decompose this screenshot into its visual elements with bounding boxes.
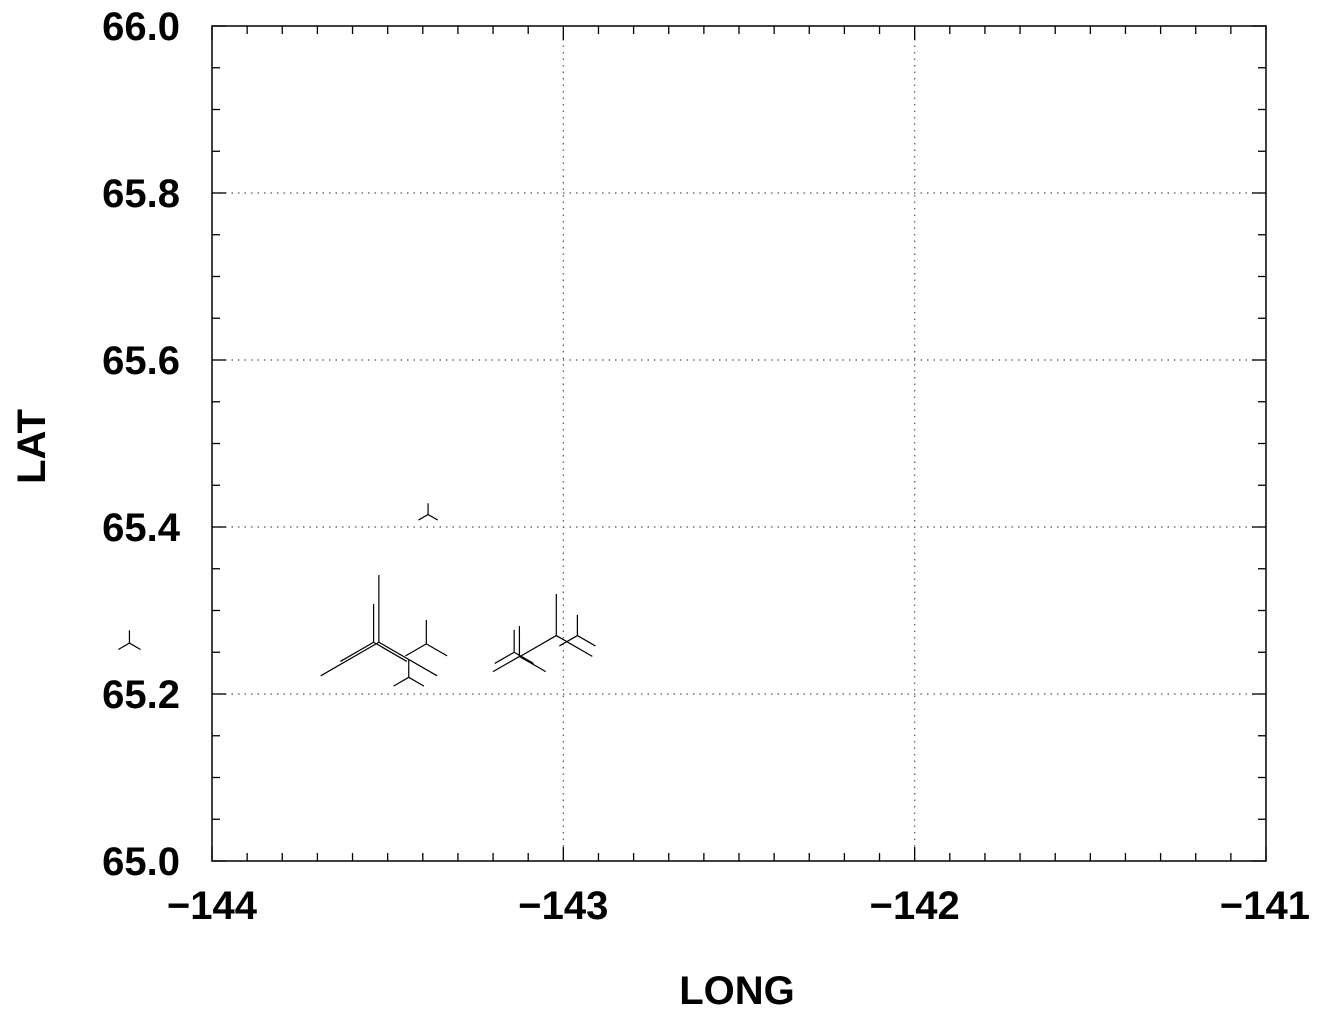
grid-lines bbox=[212, 26, 1266, 861]
data-point bbox=[494, 629, 534, 664]
data-point bbox=[519, 593, 593, 657]
x-tick-label: −141 bbox=[1220, 884, 1310, 928]
axis-ticks bbox=[211, 25, 1267, 862]
data-point bbox=[393, 659, 425, 687]
tick-labels: −144 −143 −142 −141 65.0 65.2 65.4 65.6 65.8 66.0 bbox=[102, 5, 1310, 928]
data-point bbox=[492, 626, 547, 673]
y-tick-label: 65.4 bbox=[102, 506, 181, 550]
y-axis-label: LAT bbox=[10, 409, 54, 484]
data-point bbox=[405, 619, 448, 657]
data-point bbox=[340, 603, 408, 662]
x-tick-label: −144 bbox=[167, 884, 258, 928]
data-point bbox=[559, 614, 596, 647]
x-tick-label: −143 bbox=[518, 884, 608, 928]
data-point bbox=[320, 575, 438, 677]
data-points bbox=[118, 503, 596, 687]
y-tick-label: 65.6 bbox=[102, 339, 180, 383]
x-tick-label: −142 bbox=[870, 884, 960, 928]
y-tick-label: 66.0 bbox=[102, 5, 180, 49]
x-axis-label: LONG bbox=[679, 969, 795, 1013]
y-tick-label: 65.8 bbox=[102, 172, 180, 216]
data-point bbox=[118, 630, 141, 650]
y-tick-label: 65.2 bbox=[102, 673, 180, 717]
y-tick-label: 65.0 bbox=[102, 840, 180, 884]
data-point bbox=[418, 503, 439, 521]
plot-frame bbox=[211, 25, 1267, 862]
